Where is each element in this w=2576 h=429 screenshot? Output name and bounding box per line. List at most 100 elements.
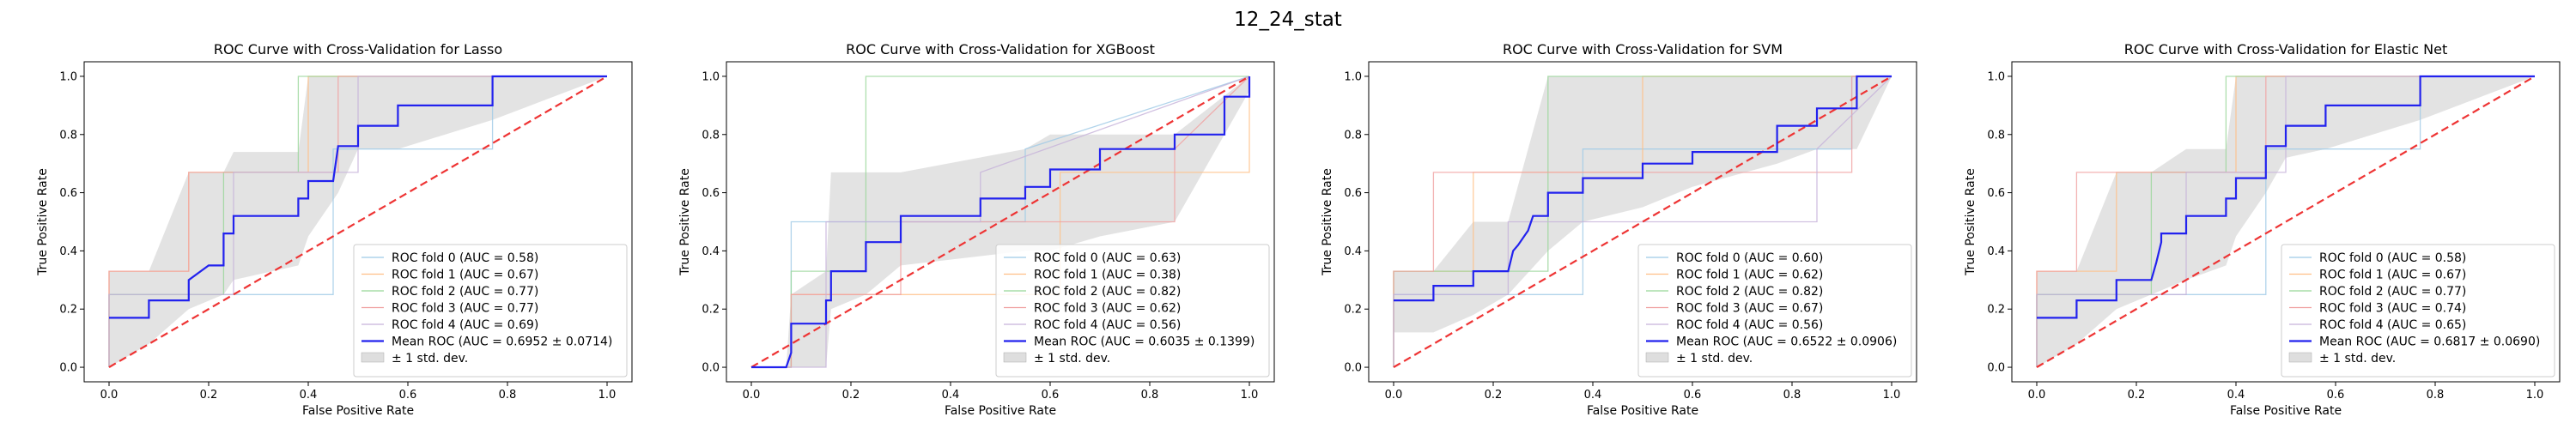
std-band <box>1394 76 1892 333</box>
legend-label: Mean ROC (AUC = 0.6035 ± 0.1399) <box>1034 335 1255 349</box>
panel-title: ROC Curve with Cross-Validation for XGBo… <box>846 41 1155 57</box>
chart-panel-0: ROC Curve with Cross-Validation for Lass… <box>36 41 633 418</box>
legend-label: ± 1 std. dev. <box>392 352 468 366</box>
legend-label: ROC fold 4 (AUC = 0.65) <box>2319 318 2466 332</box>
legend-box <box>2281 244 2555 378</box>
x-tick-label: 0.4 <box>2227 389 2245 402</box>
x-tick-label: 0.6 <box>2327 389 2345 402</box>
y-axis-label: True Positive Rate <box>1964 168 1978 276</box>
y-tick-label: 0.4 <box>59 245 77 258</box>
chart-panel-3: ROC Curve with Cross-Validation for Elas… <box>1964 41 2561 418</box>
legend: ROC fold 0 (AUC = 0.60) ROC fold 1 (AUC =… <box>1637 244 1912 378</box>
y-tick-label: 1.0 <box>1987 70 2005 83</box>
x-tick-label: 0.8 <box>1783 389 1801 402</box>
x-tick-label: 0.2 <box>2128 389 2146 402</box>
y-tick-label: 0.6 <box>1987 187 2005 200</box>
x-tick-label: 0.8 <box>1141 389 1159 402</box>
y-tick-label: 0.0 <box>59 362 77 375</box>
legend-label: ROC fold 2 (AUC = 0.77) <box>392 285 538 299</box>
legend-label: ROC fold 3 (AUC = 0.74) <box>2319 302 2466 316</box>
y-tick-label: 0.2 <box>702 304 720 317</box>
mean-roc-line <box>109 75 607 319</box>
chart-panel-1: ROC Curve with Cross-Validation for XGBo… <box>678 41 1275 418</box>
x-tick-label: 0.6 <box>1042 389 1060 402</box>
figure-title: 12_24_stat <box>1234 9 1342 31</box>
y-axis-label: True Positive Rate <box>36 168 50 276</box>
legend-label: ROC fold 1 (AUC = 0.62) <box>1676 269 1823 282</box>
y-tick-label: 0.4 <box>702 245 720 258</box>
axes-frame <box>726 61 1275 383</box>
x-tick-label: 1.0 <box>1241 389 1259 402</box>
y-tick-label: 0.6 <box>59 187 77 200</box>
x-tick-label: 0.4 <box>1584 389 1602 402</box>
legend-label: ± 1 std. dev. <box>2319 352 2396 366</box>
legend-label: Mean ROC (AUC = 0.6952 ± 0.0714) <box>392 335 612 349</box>
legend-box <box>995 244 1270 378</box>
x-tick-label: 0.0 <box>1385 389 1403 402</box>
mean-roc-line <box>751 76 1251 369</box>
legend-label: Mean ROC (AUC = 0.6817 ± 0.0690) <box>2319 335 2540 349</box>
roc-fold-4-line <box>1393 76 1893 367</box>
y-axis-label: True Positive Rate <box>678 168 692 276</box>
y-tick-label: 0.2 <box>1987 304 2005 317</box>
y-tick-label: 0.4 <box>1344 245 1362 258</box>
legend-swatch <box>361 352 385 363</box>
mean-roc-line <box>1394 75 1892 302</box>
x-tick-label: 0.2 <box>1485 389 1503 402</box>
y-tick-label: 0.8 <box>1344 129 1362 142</box>
legend-swatch <box>1003 352 1027 363</box>
x-tick-label: 1.0 <box>1883 389 1901 402</box>
y-tick-label: 1.0 <box>702 70 720 83</box>
x-tick-label: 0.2 <box>200 389 218 402</box>
y-tick-label: 0.6 <box>1344 187 1362 200</box>
x-tick-label: 0.0 <box>743 389 761 402</box>
y-tick-label: 1.0 <box>1344 70 1362 83</box>
y-tick-label: 0.6 <box>702 187 720 200</box>
roc-fold-3-line <box>108 76 607 367</box>
legend: ROC fold 0 (AUC = 0.58) ROC fold 1 (AUC =… <box>353 244 628 378</box>
y-tick-label: 0.0 <box>1344 362 1362 375</box>
legend-label: ROC fold 3 (AUC = 0.62) <box>1034 302 1181 316</box>
x-tick-label: 0.8 <box>2427 389 2445 402</box>
panel-title: ROC Curve with Cross-Validation for SVM <box>1503 41 1783 57</box>
roc-fold-3-line <box>1393 76 1892 367</box>
panel-title: ROC Curve with Cross-Validation for Elas… <box>2124 41 2448 57</box>
legend-label: ROC fold 0 (AUC = 0.58) <box>2319 251 2466 265</box>
chart-panel-2: ROC Curve with Cross-Validation for SVM 0… <box>1321 41 1917 418</box>
legend-label: ROC fold 1 (AUC = 0.67) <box>392 269 538 282</box>
axes-frame <box>2011 61 2561 383</box>
roc-fold-3-line <box>2036 76 2535 367</box>
legend-label: ROC fold 4 (AUC = 0.56) <box>1034 318 1181 332</box>
x-axis-label: False Positive Rate <box>1587 404 1698 418</box>
x-tick-label: 0.8 <box>499 389 517 402</box>
x-tick-label: 1.0 <box>2526 389 2544 402</box>
y-axis-label: True Positive Rate <box>1321 168 1334 276</box>
x-tick-label: 0.0 <box>100 389 118 402</box>
legend-label: ROC fold 2 (AUC = 0.82) <box>1676 285 1823 299</box>
y-tick-label: 0.8 <box>1987 129 2005 142</box>
x-tick-label: 0.2 <box>842 389 860 402</box>
y-tick-label: 0.2 <box>1344 304 1362 317</box>
y-tick-label: 0.8 <box>702 129 720 142</box>
x-axis-label: False Positive Rate <box>2230 404 2342 418</box>
y-tick-label: 0.2 <box>59 304 77 317</box>
x-tick-label: 0.0 <box>2028 389 2046 402</box>
x-tick-label: 0.4 <box>300 389 318 402</box>
legend-label: ROC fold 1 (AUC = 0.38) <box>1034 269 1181 282</box>
legend-label: ROC fold 1 (AUC = 0.67) <box>2319 269 2466 282</box>
x-tick-label: 1.0 <box>598 389 617 402</box>
legend-label: ROC fold 2 (AUC = 0.77) <box>2319 285 2466 299</box>
y-tick-label: 0.4 <box>1987 245 2005 258</box>
legend: ROC fold 0 (AUC = 0.63) ROC fold 1 (AUC =… <box>995 244 1270 378</box>
legend-label: ROC fold 0 (AUC = 0.58) <box>392 251 538 265</box>
legend-label: ROC fold 2 (AUC = 0.82) <box>1034 285 1181 299</box>
legend-label: Mean ROC (AUC = 0.6522 ± 0.0906) <box>1676 335 1897 349</box>
legend-label: ± 1 std. dev. <box>1034 352 1110 366</box>
y-tick-label: 1.0 <box>59 70 77 83</box>
panel-title: ROC Curve with Cross-Validation for Lass… <box>214 41 502 57</box>
x-tick-label: 0.6 <box>1684 389 1702 402</box>
legend-label: ROC fold 0 (AUC = 0.60) <box>1676 251 1823 265</box>
y-tick-label: 0.8 <box>59 129 77 142</box>
legend-box <box>1637 244 1912 378</box>
